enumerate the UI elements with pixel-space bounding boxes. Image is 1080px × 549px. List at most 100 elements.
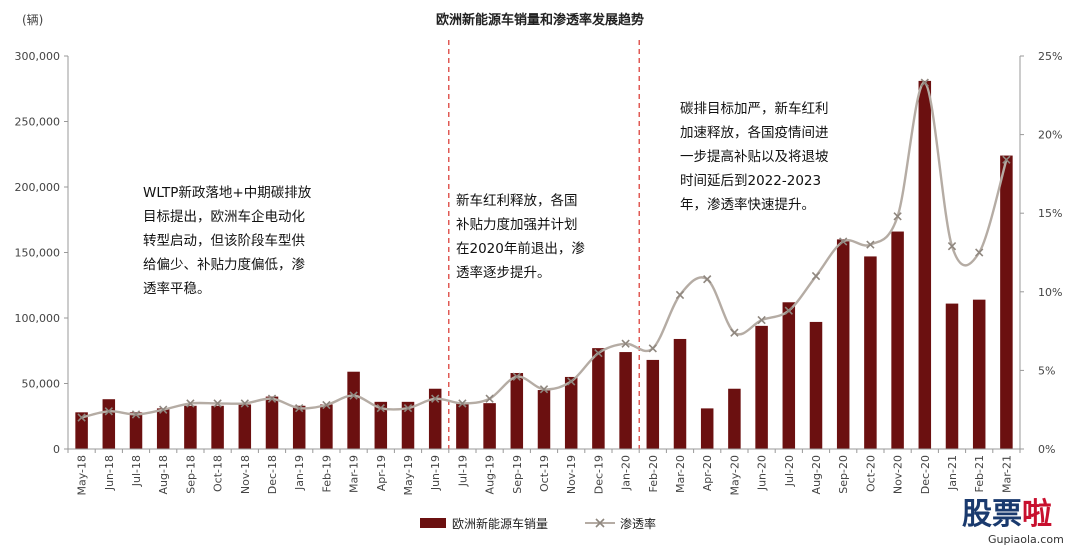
bar [347,371,360,449]
bar [537,390,551,449]
line-point [703,275,712,284]
legend-line-marker [595,518,605,528]
left-axis-tick-label: 100,000 [15,312,61,325]
x-axis-tick-label: Jun-18 [103,455,116,491]
bar [156,408,170,449]
annotation-3-line: 年，渗透率快速提升。 [680,196,815,213]
bar [728,388,741,449]
watermark: 股票啦 Gupiaola.com [962,497,1064,546]
line-point [839,237,848,246]
x-axis-tick-label: Feb-21 [973,455,986,492]
line-point [131,410,141,419]
line-point [240,399,249,408]
watermark-url: Gupiaola.com [988,533,1064,546]
annotation-3-line: 碳排目标加严，新车红利 [680,100,829,117]
line-point [485,394,494,403]
annotation-1-line: 目标提出，欧洲车企电动化 [143,208,305,225]
left-axis-tick-label: 300,000 [15,50,61,63]
line-point [376,403,385,413]
bar [211,405,224,449]
x-axis-tick-label: Aug-19 [484,455,497,494]
bar [401,401,415,449]
x-axis-tick-label: Aug-20 [810,455,823,494]
right-axis-tick-label: 20% [1038,129,1062,142]
x-axis-tick-label: Feb-19 [320,455,333,492]
bar [809,321,823,449]
x-axis-tick-label: May-18 [76,455,89,496]
line-point [1002,155,1011,164]
legend-bar-swatch [420,518,446,528]
x-axis-tick-label: Apr-20 [701,455,714,491]
right-axis-tick-label: 5% [1038,364,1055,377]
line-point [975,248,984,257]
left-axis: 0 50,000 100,000 150,000 200,000 250,000 300,0… [15,50,69,456]
bar [456,403,469,449]
annotation-1-line: 透率平稳。 [143,280,211,297]
chart-title: 欧洲新能源车销量和渗透率发展趋势 [436,12,644,28]
bar [972,299,986,449]
bar [428,388,442,449]
x-axis-tick-label: May-19 [402,455,415,496]
bar [646,359,660,449]
line-point [295,403,304,413]
x-axis-tick-label: Jun-19 [429,455,442,491]
line-point [567,377,576,386]
line-point [159,405,168,414]
annotation-1-line: 转型启动，但该阶段车型供 [143,232,305,249]
line-point [757,315,766,325]
x-axis-tick-label: Dec-19 [592,455,605,494]
annotation-1-line: WLTP新政落地+中期碳排放 [143,185,312,201]
x-axis-tick-label: Jan-21 [946,455,959,491]
bar [320,404,333,449]
bar [184,405,197,449]
line-point [893,212,902,221]
x-axis-tick-label: Dec-20 [919,455,932,494]
x-axis-tick-label: Oct-18 [212,455,225,492]
x-axis-tick-label: Jul-20 [783,455,796,487]
annotation-3-line: 时间延后到2022-2023 [680,173,821,189]
line-point [947,242,957,251]
bar-series [75,80,1013,449]
right-axis: 0% 5% 10% 15% 20% 25% [1019,50,1062,456]
bar [836,239,850,449]
bar [102,399,116,449]
bar [265,396,279,449]
line-point [104,407,113,416]
bar [782,302,796,449]
watermark-logo: 股票啦 [962,497,1052,532]
line-point [186,399,195,408]
annotation-3-line: 一步提高补贴以及将退坡 [680,148,829,165]
bar [238,404,252,449]
line-point [267,394,277,403]
left-axis-tick-label: 250,000 [15,116,61,129]
right-axis-tick-label: 0% [1038,443,1055,456]
line-point [675,290,685,300]
bar [374,401,388,449]
x-axis-tick-label: Sep-18 [184,455,197,494]
right-axis-tick-label: 10% [1038,286,1062,299]
annotation-2-line: 透率逐步提升。 [456,264,551,281]
legend-line-label: 渗透率 [620,516,656,531]
bar [918,80,932,449]
bar [864,256,877,449]
line-point [784,306,793,315]
x-axis-tick-label: May-20 [728,455,741,496]
x-axis-tick-label: Mar-20 [674,455,687,493]
x-axis-tick-label: Nov-19 [565,455,578,494]
annotation-2-line: 补贴力度加强并计划 [456,217,578,233]
line-point [213,399,222,408]
line-point [866,240,875,249]
x-axis-tick-label: Nov-20 [892,455,905,494]
bar [700,408,714,449]
line-point [349,391,358,400]
x-axis-tick-label: Jan-19 [293,455,306,491]
x-axis-tick-label: Jan-20 [620,455,633,491]
line-point [621,339,630,348]
x-axis-tick-label: Sep-20 [837,455,850,494]
x-axis-tick-label: Nov-18 [239,455,252,494]
x-axis-tick-label: Dec-18 [266,455,279,494]
legend-bar-label: 欧洲新能源车销量 [452,516,548,531]
bar [592,348,605,449]
x-axis-tick-label: Aug-18 [157,455,170,494]
